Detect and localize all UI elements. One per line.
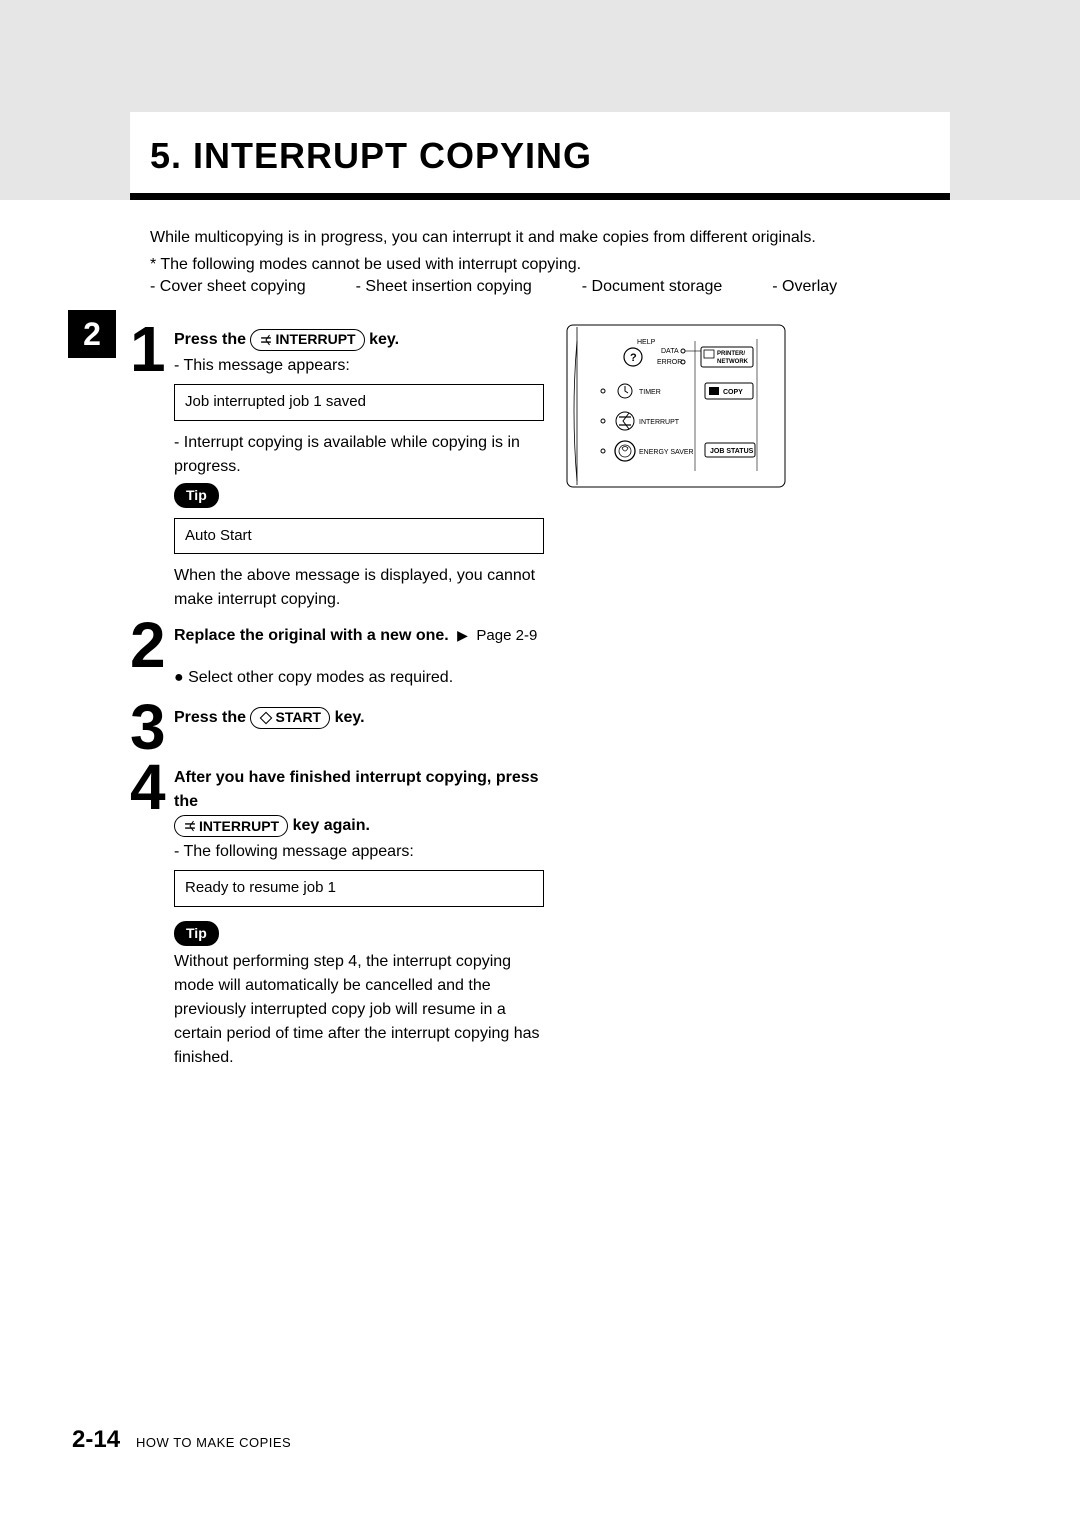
step-2-body: Replace the original with a new one. ▶ P… <box>174 618 550 694</box>
step-1-body: Press the INTERRUPT key. - This message … <box>174 322 550 612</box>
step-4-tip-sub: Without performing step 4, the interrupt… <box>174 950 550 1070</box>
panel-copy-label: COPY <box>723 389 743 396</box>
intro-line-1: While multicopying is in progress, you c… <box>150 226 950 251</box>
step-4-sub1: - The following message appears: <box>174 840 550 864</box>
step-2-heading: Replace the original with a new one. ▶ P… <box>174 624 550 648</box>
step-4-bold-a: After you have finished interrupt copyin… <box>174 769 539 810</box>
step-3-bold-a: Press the <box>174 709 250 726</box>
step-2-sub: ● Select other copy modes as required. <box>174 666 550 690</box>
interrupt-key: INTERRUPT <box>250 329 364 351</box>
mode-sheet: - Sheet insertion copying <box>356 278 532 296</box>
step-1: 1 Press the INTERRUPT key. - This messag… <box>130 322 550 612</box>
step-1-sub1: - This message appears: <box>174 354 550 378</box>
footer-section: HOW TO MAKE COPIES <box>136 1435 291 1450</box>
panel-printer-label: PRINTER/ <box>717 351 745 357</box>
mode-overlay: - Overlay <box>772 278 837 296</box>
start-icon <box>259 711 273 725</box>
step-1-num: 1 <box>130 322 174 376</box>
panel-data-label: DATA <box>661 348 679 355</box>
step-4-body: After you have finished interrupt copyin… <box>174 760 550 1070</box>
step-1-tip: Tip <box>174 483 219 508</box>
interrupt-key-2: INTERRUPT <box>174 815 288 837</box>
step-1-tip-msg: Auto Start <box>174 518 544 555</box>
interrupt-icon <box>259 333 273 347</box>
step-2: 2 Replace the original with a new one. ▶… <box>130 618 550 694</box>
step-1-tip-sub: When the above message is displayed, you… <box>174 564 550 612</box>
step-3-bold-b: key. <box>335 709 365 726</box>
step-1-bold-a: Press the <box>174 331 250 348</box>
step-2-num: 2 <box>130 618 174 672</box>
interrupt-key-2-label: INTERRUPT <box>199 816 279 837</box>
step-3: 3 Press the START key. <box>130 700 550 754</box>
intro-block: While multicopying is in progress, you c… <box>150 226 950 278</box>
step-1-sub2: - Interrupt copying is available while c… <box>174 431 550 479</box>
step-1-heading: Press the INTERRUPT key. <box>174 328 550 352</box>
panel-energy-label: ENERGY SAVER <box>639 449 694 456</box>
step-3-body: Press the START key. <box>174 700 550 730</box>
interrupt-key-label: INTERRUPT <box>275 329 355 350</box>
title-container: 5. INTERRUPT COPYING <box>130 112 950 200</box>
panel-network-label: NETWORK <box>717 359 749 365</box>
step-4-msg: Ready to resume job 1 <box>174 870 544 907</box>
steps-column: 1 Press the INTERRUPT key. - This messag… <box>130 322 550 1076</box>
step-2-sub-text: Select other copy modes as required. <box>188 669 453 686</box>
step-4: 4 After you have finished interrupt copy… <box>130 760 550 1070</box>
panel-help-label: HELP <box>637 339 656 346</box>
chapter-tab: 2 <box>68 310 116 358</box>
step-4-bold-b: key again. <box>293 817 370 834</box>
intro-line-2: * The following modes cannot be used wit… <box>150 253 950 278</box>
step-1-bold-b: key. <box>369 331 399 348</box>
step-4-heading: After you have finished interrupt copyin… <box>174 766 550 838</box>
modes-row: - Cover sheet copying - Sheet insertion … <box>150 278 950 296</box>
panel-job-label: JOB STATUS <box>710 448 754 455</box>
page-ref-arrow-icon: ▶ <box>457 625 468 646</box>
interrupt-icon-2 <box>183 819 197 833</box>
step-2-page-ref: Page 2-9 <box>476 627 537 644</box>
mode-cover: - Cover sheet copying <box>150 278 306 296</box>
page-number: 2-14 <box>72 1426 120 1454</box>
panel-error-label: ERROR <box>657 359 682 366</box>
start-key-label: START <box>275 707 321 728</box>
step-4-num: 4 <box>130 760 174 814</box>
title-underline <box>130 193 950 200</box>
start-key: START <box>250 707 330 729</box>
page-title: 5. INTERRUPT COPYING <box>150 135 592 177</box>
step-4-tip: Tip <box>174 921 219 946</box>
panel-interrupt-label: INTERRUPT <box>639 419 680 426</box>
svg-text:?: ? <box>630 352 637 364</box>
footer: 2-14 HOW TO MAKE COPIES <box>72 1426 291 1454</box>
step-3-num: 3 <box>130 700 174 754</box>
mode-storage: - Document storage <box>582 278 723 296</box>
step-2-bold: Replace the original with a new one. <box>174 627 449 644</box>
step-1-msg: Job interrupted job 1 saved <box>174 384 544 421</box>
control-panel-diagram: HELP ? DATA ERROR PRINTER/ NETWORK TIMER… <box>565 321 790 501</box>
panel-timer-label: TIMER <box>639 389 661 396</box>
